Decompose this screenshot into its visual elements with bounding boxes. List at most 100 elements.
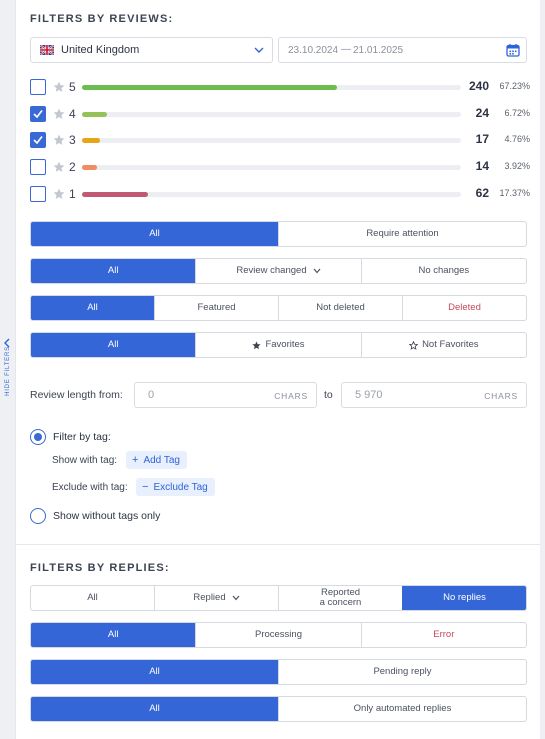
country-select[interactable]: United Kingdom (30, 37, 273, 63)
rating-4-checkbox[interactable] (30, 106, 46, 122)
length-to-value: 5 970 (355, 389, 383, 401)
plus-icon: + (132, 454, 139, 466)
rating-count: 62 (475, 186, 489, 200)
automated-all-option[interactable]: All (31, 697, 278, 721)
minus-icon: − (142, 481, 149, 493)
review-changed-dropdown[interactable]: Review changed (195, 259, 360, 283)
rating-bar-fill (82, 138, 101, 143)
no-replies-option[interactable]: No replies (402, 586, 526, 610)
no-changes-option[interactable]: No changes (360, 259, 526, 283)
rating-3-checkbox[interactable] (30, 132, 46, 148)
processing-option[interactable]: Processing (195, 623, 360, 647)
rating-5-checkbox[interactable] (30, 79, 46, 95)
add-tag-label: Add Tag (143, 454, 180, 466)
chevron-down-icon (254, 47, 264, 53)
replies-section-title: FILTERS BY REPLIES: (30, 562, 170, 574)
star-outline-icon (409, 340, 419, 350)
rating-bar (82, 85, 461, 90)
deleted-filter: All Featured Not deleted Deleted (30, 295, 527, 321)
attention-all-option[interactable]: All (31, 222, 278, 246)
rating-row-2: 2 14 3.92% (30, 159, 530, 177)
deleted-option[interactable]: Deleted (402, 296, 526, 320)
rating-bar-fill (82, 165, 97, 170)
reply-status-all-option[interactable]: All (87, 592, 98, 603)
error-option[interactable]: Error (360, 623, 526, 647)
rating-stars-label: 1 (69, 187, 76, 201)
without-tags-radio[interactable] (30, 508, 46, 524)
rating-bar (82, 192, 461, 197)
uk-flag-icon (40, 45, 54, 55)
rating-percent: 67.23% (499, 81, 530, 91)
filter-by-tag-radio[interactable] (30, 429, 46, 445)
rating-count: 17 (475, 132, 489, 146)
hide-filters-toggle[interactable]: Hide filters (0, 0, 15, 739)
reported-line-2: a concern (319, 597, 362, 608)
favorites-filter: All Favorites Not Favorites (30, 332, 527, 358)
calendar-icon[interactable] (506, 43, 520, 57)
length-from-input[interactable]: 0 CHARS (134, 382, 317, 408)
reported-line-1: Reported (320, 587, 361, 598)
rating-percent: 17.37% (499, 188, 530, 198)
date-range-picker[interactable]: 23.10.2024 — 21.01.2025 (278, 37, 527, 63)
star-icon (53, 81, 65, 92)
not-deleted-option[interactable]: Not deleted (278, 296, 402, 320)
checkmark-icon (33, 110, 43, 119)
filter-by-tag-label: Filter by tag: (53, 431, 111, 443)
favorites-option[interactable]: Favorites (195, 333, 360, 357)
length-to-input[interactable]: 5 970 CHARS (341, 382, 527, 408)
chevron-left-icon (4, 338, 10, 348)
length-from-unit: CHARS (274, 391, 308, 401)
rating-stars-label: 4 (69, 107, 76, 121)
rating-count: 240 (468, 79, 489, 93)
not-favorites-option[interactable]: Not Favorites (360, 333, 526, 357)
rating-count: 14 (475, 159, 489, 173)
pending-reply-option[interactable]: Pending reply (278, 660, 526, 684)
rating-bar-fill (82, 112, 108, 117)
rating-percent: 6.72% (504, 108, 530, 118)
only-automated-option[interactable]: Only automated replies (278, 697, 526, 721)
reported-concern-option[interactable]: Reported a concern (278, 586, 402, 610)
review-changed-label: Review changed (236, 265, 307, 276)
rating-row-4: 4 24 6.72% (30, 106, 530, 124)
show-with-tag-label: Show with tag: (52, 455, 118, 466)
date-from: 23.10.2024 (288, 45, 339, 56)
not-favorites-label: Not Favorites (422, 339, 479, 350)
featured-option[interactable]: Featured (154, 296, 278, 320)
rating-bar-fill (82, 192, 148, 197)
rating-bar (82, 138, 461, 143)
rating-stars-label: 5 (69, 80, 76, 94)
processing-all-option[interactable]: All (31, 623, 196, 647)
rating-1-checkbox[interactable] (30, 186, 46, 202)
length-to-unit: CHARS (484, 391, 518, 401)
rating-percent: 3.92% (504, 161, 530, 171)
rating-bar (82, 165, 461, 170)
favorites-all-option[interactable]: All (31, 333, 196, 357)
rating-bar (82, 112, 461, 117)
add-tag-button[interactable]: + Add Tag (126, 451, 187, 469)
deleted-all-option[interactable]: All (31, 296, 154, 320)
rating-row-3: 3 17 4.76% (30, 132, 530, 150)
pending-filter: All Pending reply (30, 659, 527, 685)
filters-panel: FILTERS BY REVIEWS: United Kingdom 23.10… (15, 0, 541, 739)
exclude-with-tag-label: Exclude with tag: (52, 482, 128, 493)
chevron-down-icon (232, 595, 240, 601)
rating-percent: 4.76% (504, 134, 530, 144)
reply-status-filter: All Replied Reported a concern No replie… (30, 585, 527, 611)
processing-filter: All Processing Error (30, 622, 527, 648)
section-divider (16, 544, 541, 545)
changed-all-option[interactable]: All (31, 259, 196, 283)
pending-all-option[interactable]: All (31, 660, 278, 684)
rating-2-checkbox[interactable] (30, 159, 46, 175)
checkmark-icon (33, 136, 43, 145)
rating-row-5: 5 240 67.23% (30, 79, 530, 97)
require-attention-option[interactable]: Require attention (278, 222, 526, 246)
replied-dropdown[interactable]: Replied (154, 586, 278, 610)
hide-filters-label: Hide filters (5, 346, 11, 396)
favorites-label: Favorites (265, 339, 305, 350)
chevron-down-icon (313, 268, 321, 274)
automated-filter: All Only automated replies (30, 696, 527, 722)
exclude-tag-button[interactable]: − Exclude Tag (136, 478, 215, 496)
country-value: United Kingdom (61, 44, 140, 56)
rating-row-1: 1 62 17.37% (30, 186, 530, 204)
rating-stars-label: 3 (69, 133, 76, 147)
